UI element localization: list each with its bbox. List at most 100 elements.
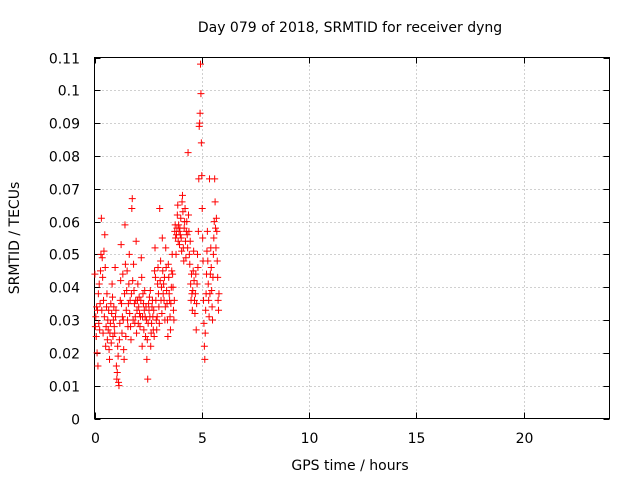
data-point bbox=[196, 109, 204, 117]
y-tick-label: 0.09 bbox=[49, 117, 80, 133]
data-point bbox=[169, 270, 177, 278]
data-point bbox=[127, 323, 135, 331]
data-point bbox=[151, 273, 159, 281]
y-axis-label: SRMTID / TECUs bbox=[7, 182, 23, 295]
data-point bbox=[101, 231, 109, 239]
data-point bbox=[97, 250, 105, 258]
data-point bbox=[114, 352, 122, 360]
data-point bbox=[107, 300, 115, 308]
data-point bbox=[208, 287, 216, 295]
data-point bbox=[126, 309, 134, 317]
data-point bbox=[195, 175, 203, 183]
data-point bbox=[193, 300, 201, 308]
data-point bbox=[106, 319, 114, 327]
grid-lines bbox=[94, 57, 610, 419]
y-tick-label: 0.11 bbox=[49, 52, 80, 68]
y-tick-label: 0.01 bbox=[49, 380, 80, 396]
data-point bbox=[184, 149, 192, 157]
data-point bbox=[194, 264, 202, 272]
data-point bbox=[159, 267, 167, 275]
data-point bbox=[111, 264, 119, 272]
data-point bbox=[202, 306, 210, 314]
data-point bbox=[186, 260, 194, 268]
data-point bbox=[128, 204, 136, 212]
data-point bbox=[184, 211, 192, 219]
data-point bbox=[203, 247, 211, 255]
data-point bbox=[94, 362, 102, 370]
data-point bbox=[177, 234, 185, 242]
data-point bbox=[145, 300, 153, 308]
data-point bbox=[125, 280, 133, 288]
data-point bbox=[144, 375, 152, 383]
data-point bbox=[175, 241, 183, 249]
data-point bbox=[139, 290, 147, 298]
x-tick-label: 5 bbox=[198, 431, 207, 447]
data-point bbox=[148, 319, 156, 327]
data-point bbox=[160, 280, 168, 288]
data-point bbox=[92, 332, 100, 340]
data-point bbox=[214, 296, 222, 304]
data-point bbox=[174, 237, 182, 245]
data-point bbox=[194, 227, 202, 235]
data-point bbox=[170, 296, 178, 304]
data-point bbox=[212, 214, 220, 222]
data-point bbox=[99, 329, 107, 337]
data-point bbox=[174, 201, 182, 209]
data-point bbox=[142, 332, 150, 340]
data-point bbox=[209, 316, 217, 324]
y-tick-labels: 0 0.01 0.02 0.03 0.04 0.05 0.06 0.07 0.08 0.09 0.1… bbox=[49, 52, 80, 429]
data-point bbox=[121, 221, 129, 229]
data-point bbox=[155, 303, 163, 311]
data-point bbox=[157, 257, 165, 265]
data-point bbox=[118, 300, 126, 308]
data-point bbox=[127, 336, 135, 344]
data-point bbox=[200, 342, 208, 350]
data-point bbox=[122, 306, 130, 314]
data-point bbox=[192, 270, 200, 278]
data-point bbox=[150, 306, 158, 314]
data-point bbox=[93, 349, 101, 357]
data-point bbox=[109, 293, 117, 301]
data-point bbox=[112, 362, 120, 370]
data-point bbox=[185, 227, 193, 235]
data-point bbox=[91, 270, 99, 278]
data-point bbox=[210, 234, 218, 242]
data-point bbox=[165, 290, 173, 298]
x-axis-label: GPS time / hours bbox=[291, 458, 408, 474]
data-point bbox=[110, 323, 118, 331]
data-point bbox=[143, 336, 151, 344]
data-point bbox=[191, 290, 199, 298]
data-point bbox=[130, 300, 138, 308]
data-point bbox=[206, 290, 214, 298]
data-point bbox=[154, 264, 162, 272]
x-tick-label: 0 bbox=[91, 431, 100, 447]
y-tick-label: 0.06 bbox=[49, 216, 80, 232]
data-point bbox=[143, 355, 151, 363]
data-point bbox=[108, 309, 116, 317]
data-point bbox=[176, 231, 184, 239]
data-point bbox=[136, 309, 144, 317]
data-point bbox=[164, 332, 172, 340]
data-point bbox=[166, 313, 174, 321]
data-point bbox=[123, 267, 131, 275]
data-point bbox=[204, 257, 212, 265]
data-point bbox=[201, 329, 209, 337]
data-point bbox=[204, 280, 212, 288]
data-point bbox=[95, 319, 103, 327]
data-point bbox=[138, 273, 146, 281]
data-point bbox=[115, 382, 123, 390]
data-point bbox=[200, 319, 208, 327]
x-tick-label: 20 bbox=[516, 431, 534, 447]
data-point bbox=[175, 221, 183, 229]
data-point bbox=[92, 313, 100, 321]
data-point bbox=[114, 342, 122, 350]
y-tick-label: 0.04 bbox=[49, 281, 80, 297]
data-point bbox=[209, 250, 217, 258]
data-point bbox=[155, 319, 163, 327]
data-point bbox=[146, 287, 154, 295]
data-point bbox=[192, 326, 200, 334]
data-point bbox=[136, 323, 144, 331]
data-point bbox=[197, 90, 205, 98]
y-tick-label: 0.05 bbox=[49, 248, 80, 264]
